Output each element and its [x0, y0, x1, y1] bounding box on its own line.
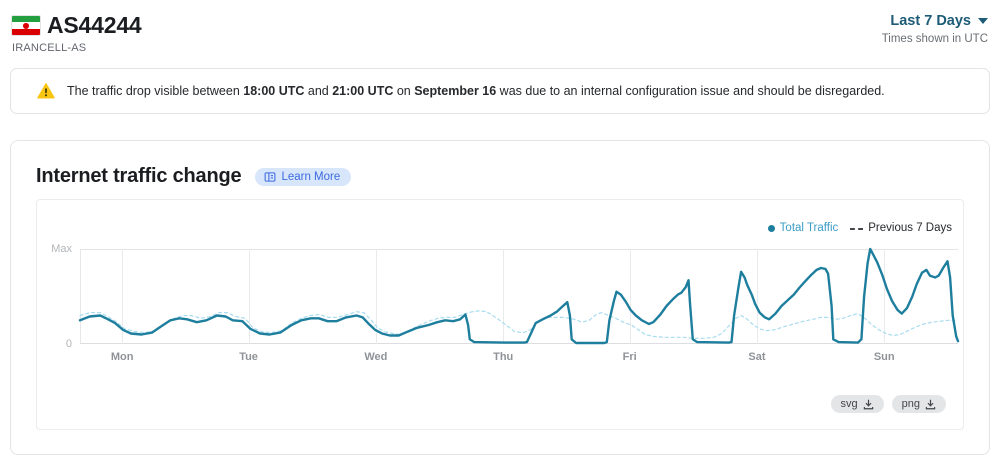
- learn-more-label: Learn More: [281, 170, 341, 183]
- download-icon: [863, 399, 873, 409]
- legend-previous-7-days: Previous 7 Days: [850, 222, 952, 234]
- y-axis-line: [80, 249, 81, 344]
- day-gridline: [375, 249, 377, 344]
- date-range-selector[interactable]: Last 7 Days: [890, 13, 988, 29]
- chevron-down-icon: [978, 18, 988, 24]
- warning-icon: [36, 82, 56, 100]
- chart-legend: Total Traffic Previous 7 Days: [767, 222, 952, 234]
- date-range-label: Last 7 Days: [890, 13, 971, 29]
- iran-flag-icon: [12, 16, 40, 35]
- previous-7-days-line: [79, 310, 959, 339]
- x-axis-label: Thu: [493, 351, 514, 363]
- learn-more-button[interactable]: Learn More: [255, 167, 352, 186]
- x-axis-label: Mon: [110, 351, 134, 363]
- total-traffic-dot-icon: [767, 224, 775, 232]
- download-svg-button[interactable]: svg: [830, 395, 884, 413]
- day-gridline: [756, 249, 758, 344]
- download-svg-label: svg: [840, 398, 858, 410]
- x-axis-label: Sun: [873, 351, 895, 363]
- legend-total-traffic-label: Total Traffic: [779, 222, 839, 234]
- download-png-button[interactable]: png: [891, 395, 946, 413]
- download-icon: [925, 399, 936, 409]
- x-axis-label: Wed: [364, 351, 388, 363]
- docs-book-icon: [264, 171, 276, 183]
- card-title: Internet traffic change: [36, 165, 242, 187]
- timezone-note: Times shown in UTC: [881, 33, 988, 45]
- chart-plot[interactable]: Max 0 Mon Tue Wed Thu Fri Sat Sun: [51, 243, 960, 363]
- notice-text: The traffic drop visible between 18:00 U…: [67, 84, 885, 98]
- day-gridline: [884, 249, 886, 344]
- download-buttons: svg png: [830, 395, 946, 413]
- total-traffic-line: [78, 247, 960, 345]
- day-gridline: [629, 249, 631, 344]
- max-gridline: [80, 249, 958, 250]
- day-gridline: [503, 249, 505, 344]
- x-axis-label: Tue: [239, 351, 258, 363]
- y-axis-max-label: Max: [51, 243, 72, 255]
- traffic-change-card: Internet traffic change Learn More Tot: [10, 140, 990, 455]
- day-gridline: [248, 249, 250, 344]
- y-axis-zero-label: 0: [65, 338, 72, 350]
- x-axis-label: Fri: [622, 351, 637, 363]
- x-axis-label: Sat: [748, 351, 766, 363]
- as-name-subtitle: IRANCELL-AS: [12, 42, 87, 54]
- legend-previous-7-days-label: Previous 7 Days: [868, 222, 952, 234]
- download-png-label: png: [901, 398, 920, 410]
- chart-container: Total Traffic Previous 7 Days Max 0 Mon T…: [36, 199, 964, 430]
- legend-total-traffic: Total Traffic: [767, 222, 839, 234]
- page-title: AS44244: [47, 12, 142, 38]
- notice-banner: The traffic drop visible between 18:00 U…: [10, 68, 990, 114]
- page-header: AS44244 IRANCELL-AS Last 7 Days Times sh…: [0, 0, 1000, 54]
- dashed-line-icon: [850, 227, 864, 230]
- day-gridline: [122, 249, 124, 344]
